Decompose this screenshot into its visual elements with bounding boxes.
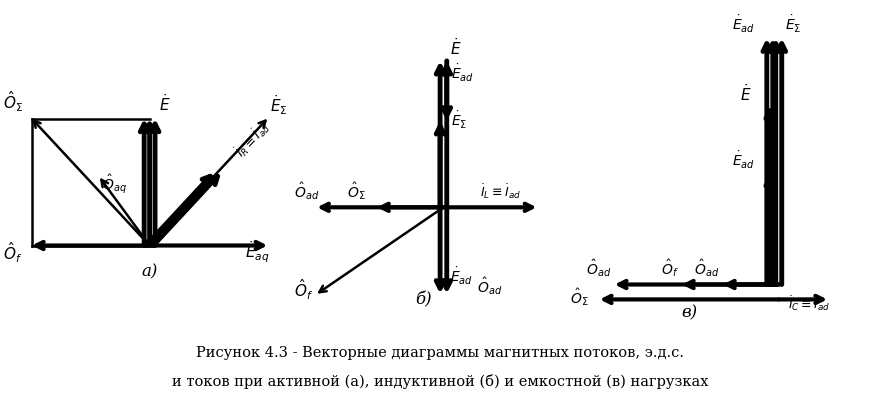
- Text: $\hat{O}_{f}$: $\hat{O}_{f}$: [3, 241, 22, 266]
- Text: $\dot{E}_{aq}$: $\dot{E}_{aq}$: [245, 240, 269, 266]
- Text: $\hat{O}_{\Sigma}$: $\hat{O}_{\Sigma}$: [347, 180, 365, 202]
- Text: $\dot{E}_{ad}$: $\dot{E}_{ad}$: [732, 13, 756, 35]
- Text: $\hat{O}_{ad}$: $\hat{O}_{ad}$: [294, 180, 319, 202]
- Text: $\dot{E}$: $\dot{E}$: [740, 83, 752, 104]
- Text: $\hat{O}_{ad}$: $\hat{O}_{ad}$: [694, 257, 720, 279]
- Text: $\hat{O}_{f}$: $\hat{O}_{f}$: [294, 277, 313, 302]
- Text: $\dot{E}_{ad}$: $\dot{E}_{ad}$: [732, 150, 756, 171]
- Text: $\hat{O}_{ad}$: $\hat{O}_{ad}$: [586, 257, 612, 279]
- Text: $\dot{E}_{ad}$: $\dot{E}_{ad}$: [450, 266, 473, 287]
- Text: и токов при активной (а), индуктивной (б) и емкостной (в) нагрузках: и токов при активной (а), индуктивной (б…: [172, 374, 708, 389]
- Text: в): в): [681, 305, 697, 322]
- Text: $\hat{O}_{\Sigma}$: $\hat{O}_{\Sigma}$: [570, 287, 589, 308]
- Text: $\hat{O}_{\Sigma}$: $\hat{O}_{\Sigma}$: [3, 89, 23, 114]
- Text: $\dot{E}$: $\dot{E}$: [450, 37, 462, 58]
- Text: $\dot{I}_C \equiv \dot{I}_{ad}$: $\dot{I}_C \equiv \dot{I}_{ad}$: [788, 294, 830, 313]
- Text: $\hat{O}_{aq}$: $\hat{O}_{aq}$: [102, 172, 128, 196]
- Text: $\dot{E}_{\Sigma}$: $\dot{E}_{\Sigma}$: [785, 13, 801, 35]
- Text: Рисунок 4.3 - Векторные диаграммы магнитных потоков, э.д.с.: Рисунок 4.3 - Векторные диаграммы магнит…: [196, 346, 684, 360]
- Text: $\dot{E}_{ad}$: $\dot{E}_{ad}$: [451, 63, 474, 84]
- Text: $\dot{E}_{\Sigma}$: $\dot{E}_{\Sigma}$: [451, 110, 468, 131]
- Text: $\hat{O}_{f}$: $\hat{O}_{f}$: [661, 257, 678, 279]
- Text: $\hat{O}_{ad}$: $\hat{O}_{ad}$: [477, 276, 502, 297]
- Text: $\dot{I}_L \equiv \dot{I}_{ad}$: $\dot{I}_L \equiv \dot{I}_{ad}$: [480, 182, 521, 200]
- Text: $\dot{E}_{\Sigma}$: $\dot{E}_{\Sigma}$: [270, 93, 288, 117]
- Text: б): б): [415, 291, 432, 308]
- Text: $\dot{I}_R \equiv \dot{I}_{ad}$: $\dot{I}_R \equiv \dot{I}_{ad}$: [231, 118, 274, 162]
- Text: а): а): [142, 263, 158, 280]
- Text: $\dot{E}$: $\dot{E}$: [158, 93, 170, 114]
